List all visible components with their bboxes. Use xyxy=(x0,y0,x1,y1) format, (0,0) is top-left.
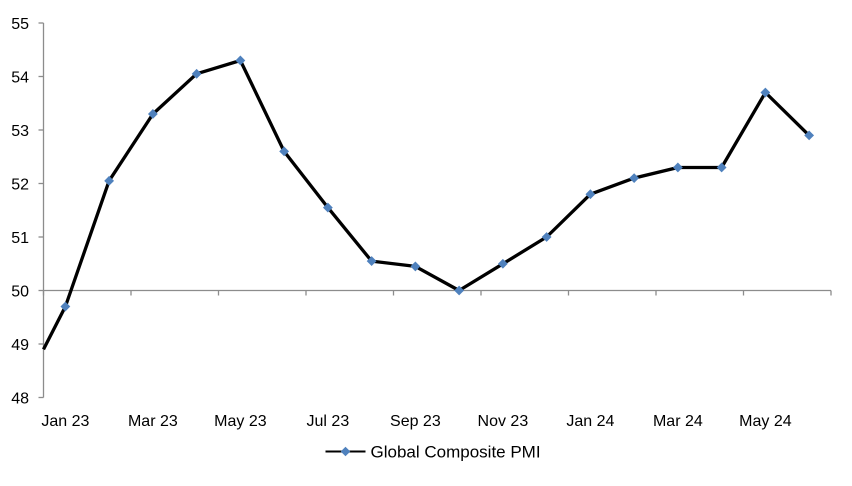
y-axis-label: 52 xyxy=(11,176,29,193)
series-group xyxy=(42,55,815,351)
x-axis-label: Jul 23 xyxy=(307,413,350,430)
data-point-marker xyxy=(60,301,71,312)
data-point-marker xyxy=(541,232,552,242)
legend-diamond-icon xyxy=(340,446,351,457)
y-axis-label: 48 xyxy=(11,390,29,407)
data-point-marker xyxy=(497,258,508,269)
axes xyxy=(38,22,832,399)
x-axis-label: Mar 23 xyxy=(128,413,178,430)
data-point-marker xyxy=(279,146,290,157)
series-line xyxy=(42,58,811,351)
x-axis-label: Jan 23 xyxy=(41,413,89,430)
y-axis-label: 55 xyxy=(11,16,29,33)
y-axis-label: 50 xyxy=(11,283,29,300)
data-point-marker xyxy=(322,202,333,213)
data-point-marker xyxy=(147,109,158,119)
legend-label: Global Composite PMI xyxy=(371,443,541,462)
data-point-marker xyxy=(366,256,377,266)
data-point-marker xyxy=(716,162,727,173)
x-axis-label: Nov 23 xyxy=(478,413,529,430)
x-axis-label: May 24 xyxy=(739,413,792,430)
y-axis-labels: 55 54 53 52 51 50 49 48 xyxy=(11,16,29,407)
x-axis-label: Mar 24 xyxy=(653,413,703,430)
data-point-marker xyxy=(454,285,465,296)
x-axis-label: Sep 23 xyxy=(390,413,441,430)
data-point-marker xyxy=(104,175,115,186)
x-axis-labels: Jan 23 Mar 23 May 23 Jul 23 Sep 23 Nov 23 Jan … xyxy=(41,413,791,430)
legend: Global Composite PMI xyxy=(325,443,541,462)
data-point-marker xyxy=(804,130,815,141)
data-point-marker xyxy=(629,173,640,184)
y-axis-label: 51 xyxy=(11,230,29,247)
y-axis-label: 53 xyxy=(11,123,29,140)
data-point-marker xyxy=(760,87,771,98)
data-point-marker xyxy=(585,189,596,200)
x-axis-label: Jan 24 xyxy=(566,413,614,430)
data-point-marker xyxy=(672,162,683,173)
x-axis-label: May 23 xyxy=(214,413,267,430)
y-axis-label: 49 xyxy=(11,337,29,354)
y-axis-label: 54 xyxy=(11,69,29,86)
data-point-marker xyxy=(235,55,246,66)
data-point-marker xyxy=(410,261,421,272)
data-point-marker xyxy=(191,68,202,79)
